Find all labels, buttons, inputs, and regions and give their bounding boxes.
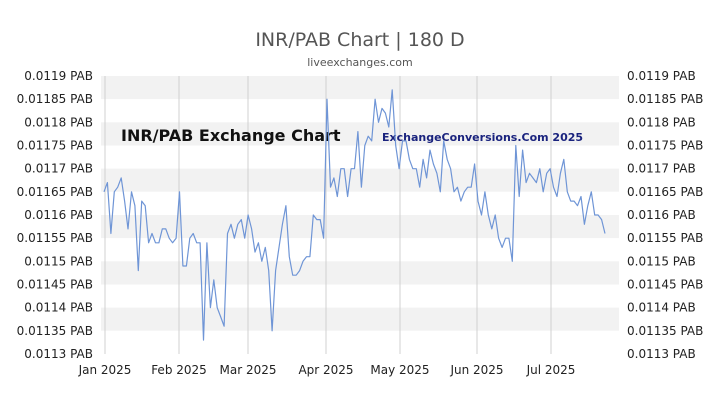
grid-band (101, 122, 619, 146)
y-tick-label-left: 0.0116 PAB (24, 208, 93, 222)
y-tick-label-right: 0.01185 PAB (627, 92, 703, 106)
y-axis-right: 0.0119 PAB 0.01185 PAB 0.0118 PAB 0.01175 P… (627, 69, 703, 361)
grid-band (101, 261, 619, 285)
y-axis-left: 0.0119 PAB 0.01185 PAB 0.0118 PAB 0.01175 P… (17, 69, 93, 361)
chart-title: INR/PAB Chart | 180 D (255, 29, 464, 51)
grid-band (101, 238, 619, 262)
y-tick-label-right: 0.0115 PAB (627, 254, 696, 268)
series-line (103, 89, 606, 341)
y-tick-label-right: 0.01165 PAB (627, 185, 703, 199)
y-tick-label-right: 0.0119 PAB (627, 69, 696, 83)
x-tick-label: Jul 2025 (526, 363, 576, 377)
x-tick-label: Jun 2025 (449, 363, 503, 377)
y-tick-label-left: 0.0117 PAB (24, 162, 93, 176)
y-tick-label-left: 0.01175 PAB (17, 139, 93, 153)
x-tick-label: Feb 2025 (151, 363, 207, 377)
y-tick-label-left: 0.0118 PAB (24, 115, 93, 129)
x-tick-label: Jan 2025 (78, 363, 132, 377)
grid-band (101, 76, 619, 100)
y-tick-label-left: 0.01155 PAB (17, 231, 93, 245)
grid-band (101, 191, 619, 215)
x-tick-label: Mar 2025 (220, 363, 277, 377)
y-tick-label-left: 0.01145 PAB (17, 278, 93, 292)
grid-band (101, 99, 619, 123)
grid-band (101, 168, 619, 192)
y-tick-label-right: 0.01135 PAB (627, 324, 703, 338)
x-tick-label: Apr 2025 (298, 363, 353, 377)
y-tick-label-left: 0.0119 PAB (24, 69, 93, 83)
y-tick-label-right: 0.01145 PAB (627, 278, 703, 292)
y-tick-label-left: 0.01135 PAB (17, 324, 93, 338)
chart-subtitle: liveexchanges.com (307, 56, 412, 69)
grid-band (101, 330, 619, 354)
y-tick-label-left: 0.01185 PAB (17, 92, 93, 106)
y-tick-label-right: 0.01175 PAB (627, 139, 703, 153)
y-tick-label-right: 0.01155 PAB (627, 231, 703, 245)
y-tick-label-right: 0.0114 PAB (627, 301, 696, 315)
watermark-text: ExchangeConversions.Com 2025 (382, 131, 583, 144)
grid-band (101, 284, 619, 308)
y-tick-label-right: 0.0118 PAB (627, 115, 696, 129)
y-tick-label-right: 0.0117 PAB (627, 162, 696, 176)
y-tick-label-left: 0.01165 PAB (17, 185, 93, 199)
x-tick-label: May 2025 (370, 363, 429, 377)
y-tick-label-left: 0.0115 PAB (24, 254, 93, 268)
inner-chart-title: INR/PAB Exchange Chart (121, 126, 341, 145)
x-axis: Jan 2025 Feb 2025 Mar 2025 Apr 2025 May 2025… (78, 363, 576, 377)
y-tick-label-right: 0.0116 PAB (627, 208, 696, 222)
series-group (103, 89, 606, 341)
y-tick-label-left: 0.0113 PAB (24, 347, 93, 361)
grid-band (101, 307, 619, 331)
y-tick-label-right: 0.0113 PAB (627, 347, 696, 361)
y-tick-label-left: 0.0114 PAB (24, 301, 93, 315)
